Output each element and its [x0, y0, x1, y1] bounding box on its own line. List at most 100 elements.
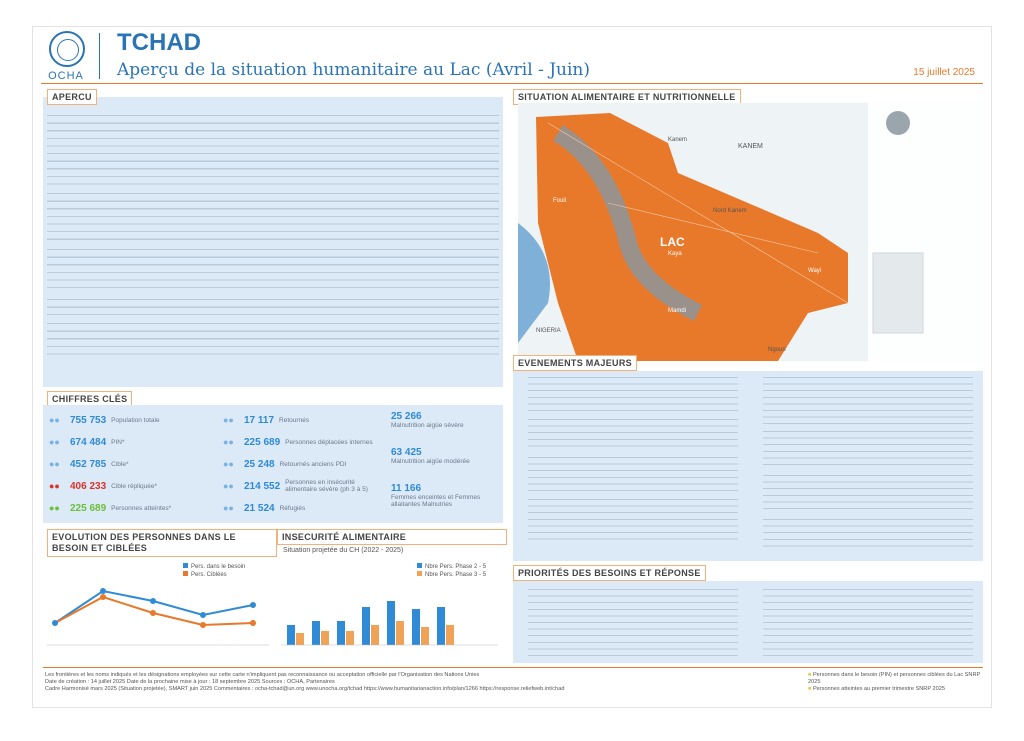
key-figure-label: Cible* — [111, 460, 129, 468]
footer-legend-1: Personnes dans le besoin (PIN) et person… — [808, 672, 981, 685]
footer-dates: Date de création : 14 juillet 2025 Date … — [45, 679, 335, 685]
legend-phase-2-5: Nbre Pers. Phase 2 - 5 — [425, 564, 487, 570]
event-item — [528, 375, 738, 413]
map-label: Kanem — [668, 137, 688, 143]
key-figure: ●● 25 248 Retournés anciens PDI — [223, 453, 398, 475]
document-sheet: OCHA TCHAD Aperçu de la situation humani… — [33, 27, 991, 707]
page-subtitle: Aperçu de la situation humanitaire au La… — [117, 60, 591, 80]
section-evenements: EVENEMENTS MAJEURS — [513, 355, 637, 371]
map-label: LAC — [660, 235, 685, 249]
key-figure-label: Retournés anciens PDI — [279, 460, 347, 468]
key-figure-label: Personnes en insécurité alimentaire sévè… — [285, 479, 368, 493]
legend-phase-3-5: Nbre Pers. Phase 3 - 5 — [425, 572, 487, 578]
footer-text: Les frontières et les noms indiqués et l… — [45, 672, 785, 693]
key-figure-label: Retournés — [279, 416, 310, 424]
key-figures-right: 25 266 Malnutrition aigüe sévère 63 425 Mal… — [391, 411, 501, 519]
key-figure-label: Personnes déplacées internes — [285, 438, 373, 446]
map-label: Fouli — [553, 198, 567, 204]
event-item — [528, 455, 738, 493]
map-label: Nord Kanem — [713, 208, 747, 214]
header-rule — [41, 83, 983, 84]
insecurite-svg — [281, 601, 498, 646]
map-label: Kaya — [668, 251, 682, 257]
key-figure: ●● 225 689 Personnes atteintes* — [49, 497, 224, 519]
map-label: KANEM — [738, 143, 763, 150]
key-figure-label: Personnes atteintes* — [111, 504, 172, 512]
return-icon: ●● — [223, 415, 234, 425]
chad-inset-map — [872, 252, 924, 334]
legend-in-need: Pers. dans le besoin — [191, 564, 246, 570]
key-figures-left: ●● 755 753 Population totale ●● 674 484 PIN* ●… — [49, 409, 224, 519]
key-figure-label: Malnutrition aigüe sévère — [391, 422, 464, 429]
insecurite-legend: Nbre Pers. Phase 2 - 5 Nbre Pers. Phase … — [417, 563, 486, 579]
section-priorites: PRIORITÉS DES BESOINS ET RÉPONSE — [513, 565, 706, 581]
key-figure-value: 63 425 — [391, 447, 422, 458]
people-icon: ●● — [49, 415, 60, 425]
events-column-right — [763, 375, 973, 551]
publication-date: 15 juillet 2025 — [913, 67, 975, 78]
page-title: TCHAD — [117, 29, 201, 56]
event-item — [528, 417, 738, 451]
bar-group — [287, 601, 454, 645]
priorites-left — [528, 587, 738, 657]
lac-region-shape — [536, 113, 848, 361]
event-item — [763, 375, 973, 425]
apercu-paragraph — [47, 321, 499, 357]
map-label: NIGERIA — [536, 328, 561, 334]
key-figure-label: Réfugiés — [279, 504, 306, 512]
key-figure: ●● 17 117 Retournés — [223, 409, 398, 431]
header-divider — [99, 33, 100, 79]
event-item — [763, 429, 973, 469]
locator-globe-icon — [886, 111, 910, 135]
key-figure-value: 21 524 — [244, 502, 275, 514]
key-figure-label: Population totale — [111, 416, 160, 424]
key-figure-value: 25 266 — [391, 411, 422, 422]
evolution-legend: Pers. dans le besoin Pers. Ciblées — [183, 563, 245, 579]
key-figure-label: Malnutrition aigüe modérée — [391, 458, 470, 465]
lake-water — [518, 223, 550, 343]
evolution-chart: Pers. dans le besoin Pers. Ciblées — [43, 563, 273, 655]
key-figure-label: Cible répliquée* — [111, 482, 158, 490]
insecurite-chart: Nbre Pers. Phase 2 - 5 Nbre Pers. Phase … — [277, 563, 502, 655]
people-icon: ●● — [49, 437, 60, 447]
food-icon: ●● — [223, 481, 234, 491]
key-figure-value: 225 689 — [244, 436, 281, 448]
key-figure-value: 674 484 — [70, 436, 107, 448]
key-figure: ●● 406 233 Cible répliquée* — [49, 475, 224, 497]
refugee-icon: ●● — [223, 503, 234, 513]
insecurite-subtitle: Situation projetée du CH (2022 - 2025) — [283, 547, 404, 554]
event-item — [763, 473, 973, 513]
key-figures-middle: ●● 17 117 Retournés ●● 225 689 Personnes dépl… — [223, 409, 398, 519]
key-figure: ●● 755 753 Population totale — [49, 409, 224, 431]
key-figure: ●● 452 785 Cible* — [49, 453, 224, 475]
map-label: Ngouri — [768, 347, 786, 353]
apercu-paragraph — [47, 247, 499, 291]
event-item — [528, 497, 738, 545]
handshake-icon: ●● — [49, 503, 60, 513]
footer-legend-2: Personnes atteintes au premier trimestre… — [812, 686, 945, 692]
islands-band — [553, 125, 703, 322]
warning-people-icon: ●● — [49, 481, 60, 491]
key-figure-value: 225 689 — [70, 502, 107, 514]
priorites-right — [763, 587, 973, 657]
return-icon: ●● — [223, 459, 234, 469]
events-column-left — [528, 375, 738, 545]
map-label: Wayi — [808, 268, 822, 274]
map-label: Mamdi — [668, 308, 687, 314]
target-icon: ●● — [49, 459, 60, 469]
section-evolution: EVOLUTION DES PERSONNES DANS LE BESOIN E… — [47, 529, 277, 557]
evolution-svg — [47, 588, 269, 646]
chiffres-panel — [43, 405, 503, 523]
key-figure-label: Femmes enceintes et Femmes allaitantes M… — [391, 494, 481, 508]
apercu-text — [47, 113, 499, 357]
key-figure-value: 214 552 — [244, 480, 281, 492]
apercu-paragraph — [47, 297, 499, 315]
key-figure-value: 11 166 — [391, 483, 422, 494]
key-figure: ●● 21 524 Réfugiés — [223, 497, 398, 519]
apercu-paragraph — [47, 113, 499, 185]
key-figure-value: 452 785 — [70, 458, 107, 470]
key-figure: 63 425 Malnutrition aigüe modérée — [391, 447, 501, 483]
displaced-icon: ●● — [223, 437, 234, 447]
lac-map: Kanem KANEM Nord Kanem LAC Fouli Kaya Ma… — [518, 103, 983, 361]
apercu-paragraph — [47, 191, 499, 241]
